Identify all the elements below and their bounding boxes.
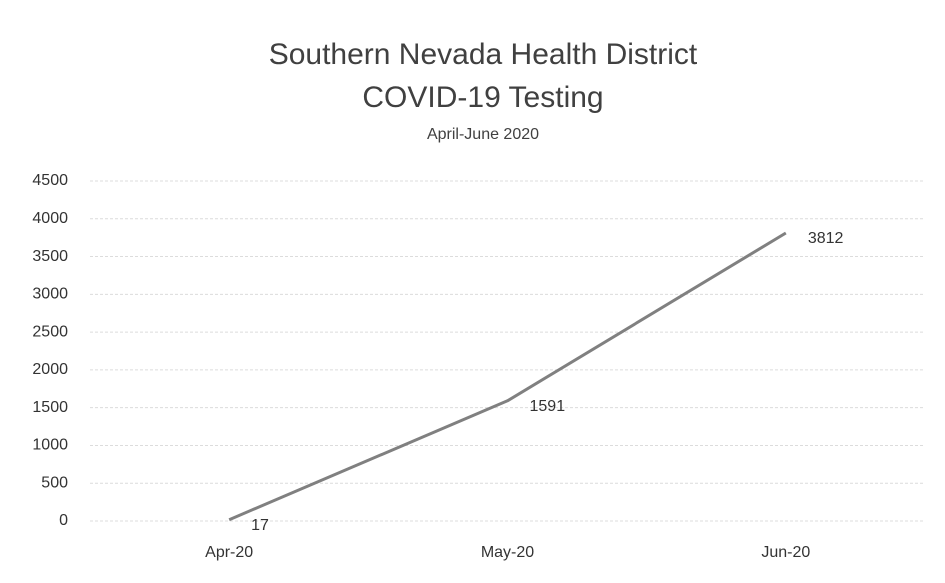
chart-title: COVID-19 Testing — [362, 81, 603, 114]
y-tick-label: 0 — [59, 512, 68, 529]
data-label: 3812 — [808, 230, 844, 247]
y-tick-label: 1500 — [32, 399, 68, 416]
x-tick-label: Apr-20 — [205, 544, 253, 561]
y-tick-label: 1000 — [32, 437, 68, 454]
y-tick-label: 3000 — [32, 286, 68, 303]
y-tick-label: 2500 — [32, 323, 68, 340]
data-label: 1591 — [530, 398, 566, 415]
x-tick-label: May-20 — [481, 544, 534, 561]
y-tick-label: 500 — [41, 474, 68, 491]
data-label: 17 — [251, 517, 269, 534]
x-tick-label: Jun-20 — [761, 544, 810, 561]
y-tick-label: 2000 — [32, 361, 68, 378]
data-line — [228, 231, 787, 522]
chart-subtitle: April-June 2020 — [427, 126, 539, 143]
y-tick-label: 4000 — [32, 210, 68, 227]
y-tick-label: 4500 — [32, 172, 68, 189]
chart-title: Southern Nevada Health District — [269, 38, 698, 71]
y-tick-label: 3500 — [32, 248, 68, 265]
